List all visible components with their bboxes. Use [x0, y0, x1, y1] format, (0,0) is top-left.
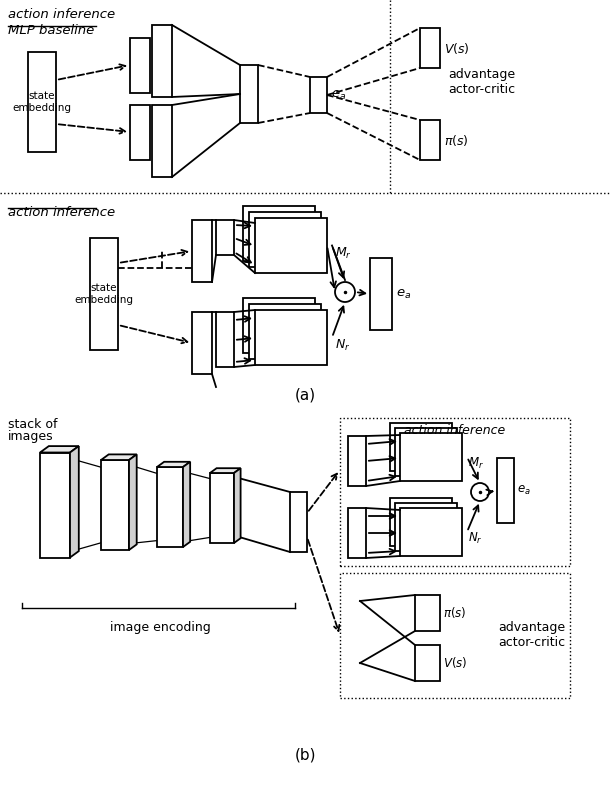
FancyBboxPatch shape: [130, 38, 150, 93]
Text: state
embedding: state embedding: [74, 283, 134, 305]
Polygon shape: [129, 454, 137, 550]
FancyBboxPatch shape: [192, 220, 212, 282]
Text: $V(s)$: $V(s)$: [443, 656, 467, 671]
Polygon shape: [183, 462, 190, 547]
Text: $\pi(s)$: $\pi(s)$: [443, 605, 467, 620]
Text: $V(s)$: $V(s)$: [444, 40, 470, 55]
Polygon shape: [210, 473, 234, 543]
Polygon shape: [157, 462, 190, 467]
FancyBboxPatch shape: [400, 433, 462, 481]
Text: $N_r$: $N_r$: [335, 338, 350, 353]
Polygon shape: [40, 446, 79, 453]
FancyBboxPatch shape: [28, 52, 56, 152]
Polygon shape: [70, 446, 79, 558]
FancyBboxPatch shape: [192, 312, 212, 374]
FancyBboxPatch shape: [216, 220, 234, 255]
Text: (a): (a): [295, 388, 315, 403]
Text: advantage
actor-critic: advantage actor-critic: [448, 68, 515, 96]
FancyBboxPatch shape: [420, 120, 440, 160]
Text: images: images: [8, 430, 54, 443]
FancyBboxPatch shape: [497, 458, 514, 523]
Text: action inference: action inference: [8, 8, 115, 21]
FancyBboxPatch shape: [415, 595, 440, 631]
FancyBboxPatch shape: [152, 105, 172, 177]
FancyBboxPatch shape: [348, 508, 366, 558]
FancyBboxPatch shape: [415, 645, 440, 681]
FancyBboxPatch shape: [249, 304, 321, 359]
FancyBboxPatch shape: [348, 436, 366, 486]
FancyBboxPatch shape: [420, 28, 440, 68]
FancyBboxPatch shape: [400, 508, 462, 556]
Text: image encoding: image encoding: [110, 621, 210, 634]
Text: stack of: stack of: [8, 418, 57, 431]
Text: $M_r$: $M_r$: [468, 456, 484, 471]
FancyBboxPatch shape: [243, 206, 315, 261]
Polygon shape: [101, 454, 137, 460]
Polygon shape: [210, 468, 240, 473]
FancyBboxPatch shape: [90, 238, 118, 350]
Text: $e_a$: $e_a$: [517, 484, 531, 497]
Text: state
embedding: state embedding: [12, 91, 71, 113]
FancyBboxPatch shape: [152, 25, 172, 97]
Text: $\pi(s)$: $\pi(s)$: [444, 133, 468, 148]
FancyBboxPatch shape: [390, 423, 452, 471]
Text: MLP baseline: MLP baseline: [8, 24, 95, 37]
FancyBboxPatch shape: [395, 428, 457, 476]
FancyBboxPatch shape: [290, 492, 307, 552]
FancyBboxPatch shape: [255, 310, 327, 365]
Text: $N_r$: $N_r$: [468, 530, 483, 546]
Polygon shape: [234, 468, 240, 543]
FancyBboxPatch shape: [130, 105, 150, 160]
FancyBboxPatch shape: [395, 503, 457, 551]
FancyBboxPatch shape: [216, 312, 234, 367]
Text: $e_a$: $e_a$: [396, 288, 411, 300]
Text: advantage
actor-critic: advantage actor-critic: [498, 622, 565, 649]
FancyBboxPatch shape: [249, 212, 321, 267]
Text: (b): (b): [294, 748, 316, 763]
Polygon shape: [101, 460, 129, 550]
FancyBboxPatch shape: [340, 573, 570, 698]
Text: action inference: action inference: [404, 424, 506, 437]
Text: $e_a$: $e_a$: [331, 88, 346, 102]
FancyBboxPatch shape: [390, 498, 452, 546]
FancyBboxPatch shape: [370, 258, 392, 330]
Polygon shape: [40, 453, 70, 558]
Polygon shape: [157, 467, 183, 547]
Text: action inference: action inference: [8, 206, 115, 219]
FancyBboxPatch shape: [340, 418, 570, 566]
FancyBboxPatch shape: [310, 77, 327, 113]
FancyBboxPatch shape: [240, 65, 258, 123]
FancyBboxPatch shape: [243, 298, 315, 353]
FancyBboxPatch shape: [255, 218, 327, 273]
Text: $M_r$: $M_r$: [335, 246, 352, 261]
